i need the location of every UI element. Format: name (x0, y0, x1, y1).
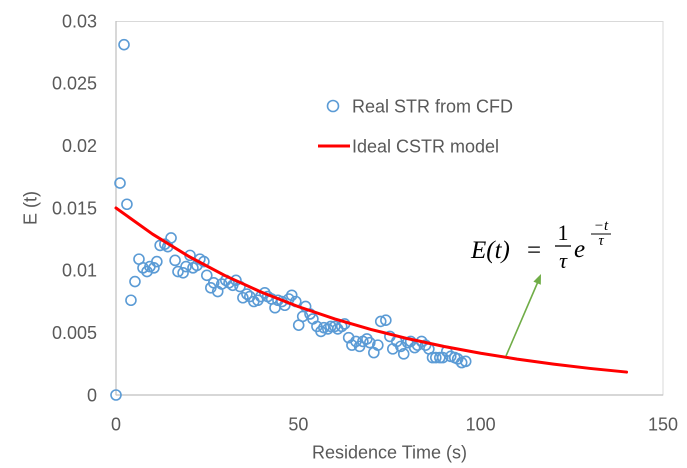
cfd-data-point (165, 232, 177, 244)
arrow-head (533, 274, 541, 285)
cfd-data-point (436, 351, 449, 364)
cfd-data-point (114, 177, 126, 189)
legend: Real STR from CFD Ideal CSTR model (318, 96, 513, 156)
cfd-data-point (364, 336, 376, 349)
y-tick-label: 0.03 (62, 11, 97, 31)
cfd-data-point (430, 351, 442, 364)
cfd-data-point (169, 254, 181, 267)
y-tick-label: 0.015 (52, 198, 97, 218)
cfd-data-points (110, 38, 472, 401)
cfd-data-point (137, 262, 149, 274)
cfd-data-point (201, 269, 213, 282)
annotation-arrow (505, 274, 541, 357)
cfd-data-point (129, 275, 141, 288)
cfd-data-point (374, 315, 387, 328)
cfd-data-point (230, 274, 242, 287)
legend-label-ideal-cstr: Ideal CSTR model (352, 136, 499, 156)
equation-equals: = (527, 237, 541, 264)
legend-marker-real-str (326, 99, 340, 113)
cfd-data-point (237, 291, 249, 304)
cfd-data-point (241, 288, 253, 300)
cfd-data-point (110, 389, 122, 401)
ideal-cstr-curve (114, 206, 629, 374)
cfd-data-point (451, 353, 464, 365)
cfd-data-point (395, 340, 407, 353)
y-tick-label: 0.01 (62, 261, 97, 281)
x-tick-labels: 0 50 100 150 (111, 414, 678, 434)
equation-lhs: E(t) (470, 237, 510, 264)
equation-annotation: E(t) = 1 τ e −t τ (470, 218, 611, 273)
cfd-data-point (148, 262, 160, 274)
cfd-data-point (419, 339, 432, 351)
cfd-data-point (459, 355, 472, 368)
cfd-data-point (285, 289, 298, 302)
cfd-data-point (380, 314, 392, 327)
ideal-cstr-series (114, 206, 629, 374)
cfd-data-point (177, 267, 189, 279)
cfd-data-point (125, 294, 137, 307)
y-tick-label: 0.02 (62, 136, 97, 156)
y-tick-label: 0.005 (52, 323, 97, 343)
cfd-data-point (151, 255, 163, 268)
cfd-data-point (408, 341, 421, 354)
arrow-shaft (505, 282, 539, 357)
cfd-data-point (121, 198, 133, 211)
cfd-data-point (172, 265, 184, 278)
cfd-data-point (215, 278, 228, 290)
x-tick-label: 50 (288, 414, 308, 434)
equation-exponent-numerator: −t (594, 218, 609, 234)
equation-base: e (574, 236, 585, 263)
equation-denominator: τ (559, 248, 568, 273)
y-axis-title: E (t) (20, 191, 40, 225)
x-tick-label: 100 (466, 414, 496, 434)
cfd-data-point (372, 339, 384, 351)
legend-label-real-str: Real STR from CFD (352, 96, 513, 116)
equation-exponent-denominator: τ (598, 233, 604, 249)
x-axis-title: Residence Time (s) (312, 442, 467, 462)
y-tick-label: 0.025 (52, 74, 97, 94)
x-tick-label: 0 (111, 414, 121, 434)
y-tick-labels: 0 0.005 0.01 0.015 0.02 0.025 0.03 (52, 11, 97, 405)
cfd-data-point (324, 320, 337, 333)
equation-numerator: 1 (558, 220, 569, 245)
cfd-data-point (346, 339, 358, 351)
x-tick-label: 150 (648, 414, 678, 434)
cfd-data-point (180, 260, 192, 273)
cfd-data-point (118, 38, 130, 51)
y-tick-label: 0 (87, 385, 97, 405)
cfd-data-point (397, 348, 410, 360)
